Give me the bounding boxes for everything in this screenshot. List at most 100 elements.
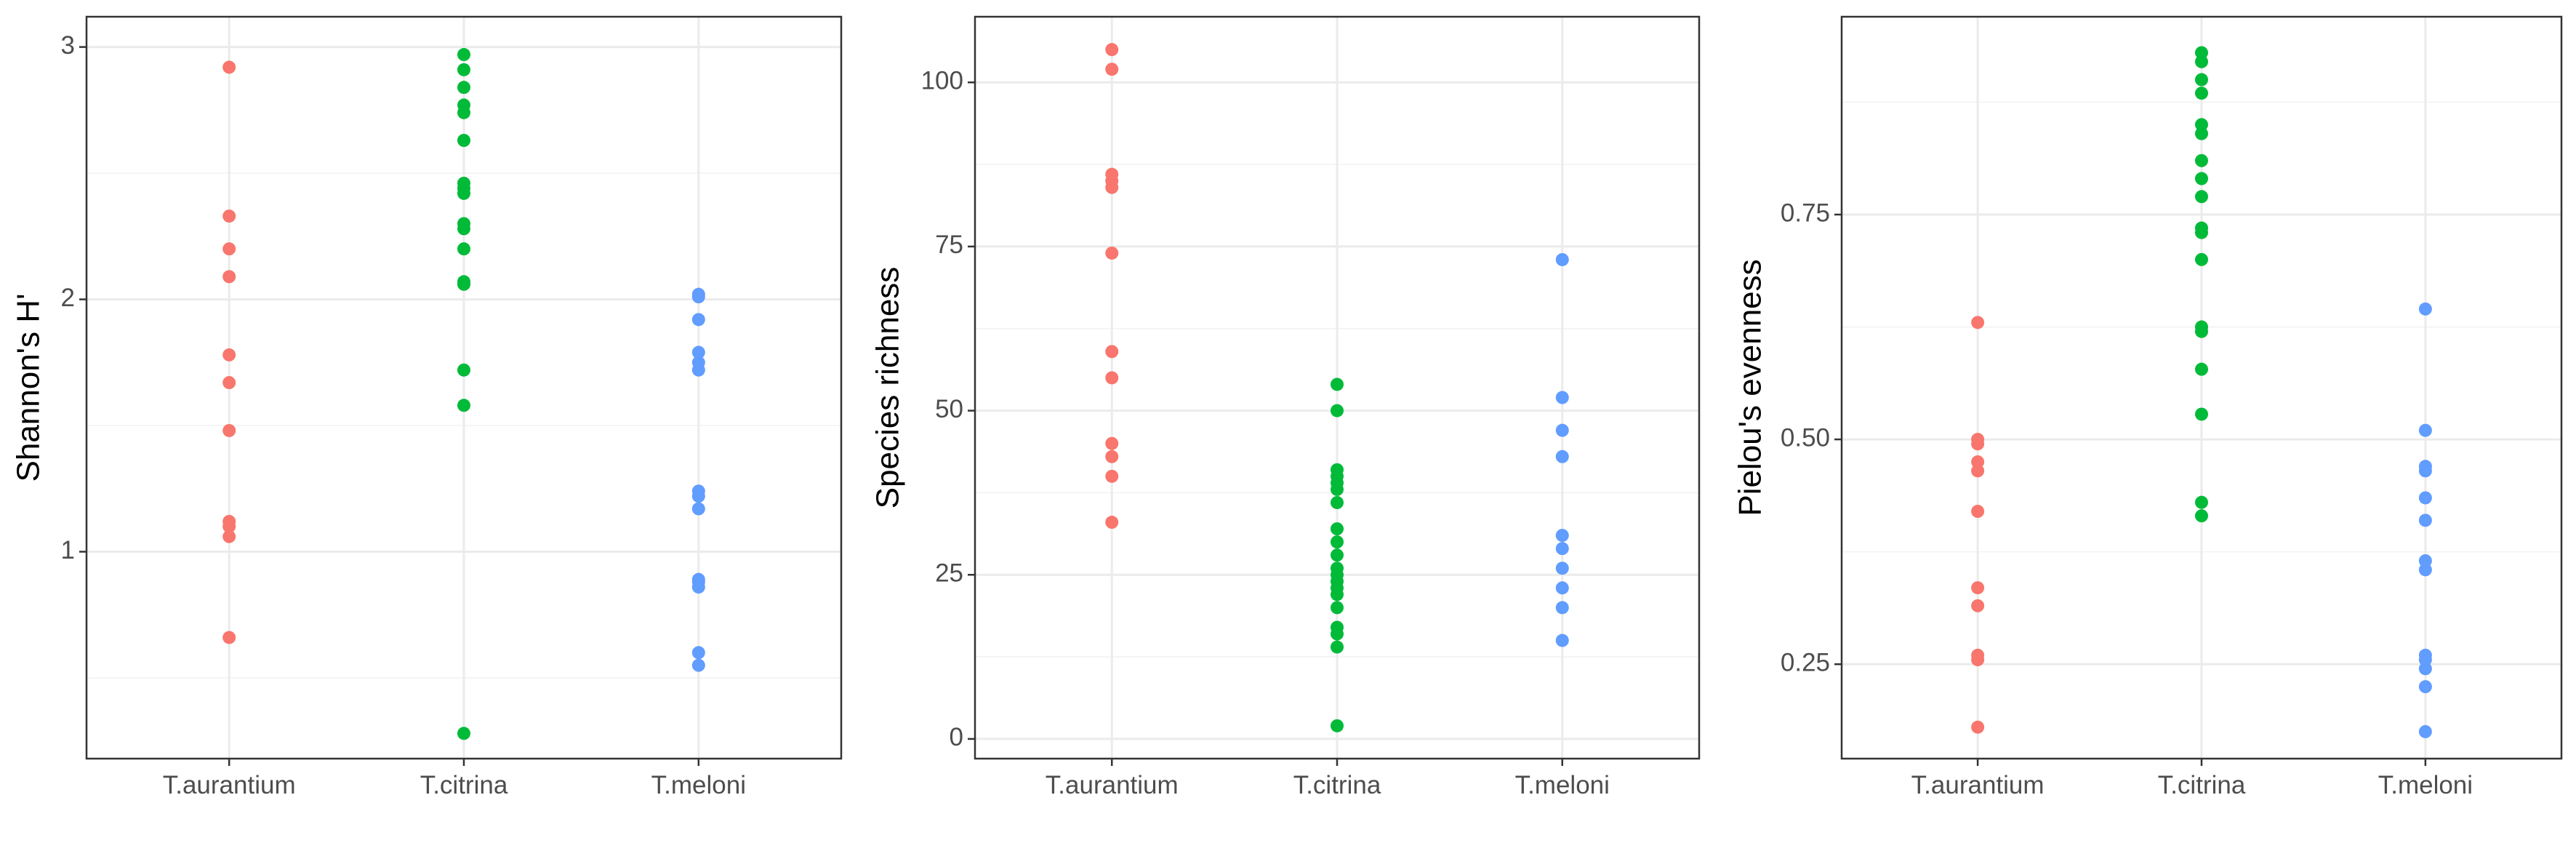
data-point <box>222 519 236 533</box>
data-point <box>1331 719 1344 732</box>
data-point <box>222 423 236 437</box>
data-point <box>1555 450 1569 463</box>
data-point <box>2195 73 2208 87</box>
data-point <box>2418 724 2432 738</box>
data-point <box>1555 423 1569 437</box>
data-point <box>691 313 705 327</box>
data-point <box>2195 190 2208 204</box>
y-tick-label: 0.75 <box>1781 199 1830 227</box>
data-point <box>1971 599 1985 612</box>
data-point <box>1105 246 1119 260</box>
data-point <box>1331 482 1344 496</box>
data-point <box>1555 529 1569 543</box>
data-point <box>222 270 236 284</box>
y-axis-title: Species richness <box>870 267 906 509</box>
data-point <box>1555 391 1569 404</box>
data-point <box>691 646 705 660</box>
data-point <box>1105 371 1119 385</box>
data-point <box>1971 455 1985 468</box>
y-tick-label: 1 <box>61 536 75 564</box>
data-point <box>1971 464 1985 478</box>
data-point <box>691 290 705 304</box>
data-point <box>222 631 236 644</box>
data-point <box>1331 377 1344 391</box>
y-tick-label: 0 <box>950 723 963 751</box>
data-point <box>2195 509 2208 523</box>
data-point <box>457 363 470 377</box>
y-tick-label: 25 <box>935 559 963 588</box>
data-point <box>2195 153 2208 167</box>
data-point <box>2418 680 2432 694</box>
data-point <box>2195 172 2208 185</box>
x-tick-label: T.aurantium <box>1046 771 1179 799</box>
x-tick-label: T.citrina <box>1293 771 1381 799</box>
y-tick-label: 100 <box>921 67 963 95</box>
y-tick-label: 0.50 <box>1781 423 1830 452</box>
data-point <box>1971 581 1985 595</box>
data-point <box>2195 225 2208 239</box>
data-point <box>691 658 705 672</box>
data-point <box>2418 514 2432 527</box>
x-tick-label: T.meloni <box>2378 771 2473 799</box>
panel-2: 0 25 50 75 100 T.aurantium T.citrina T.meloni Sp… <box>870 15 1701 799</box>
y-tick-label: 75 <box>935 231 963 259</box>
data-point <box>2418 302 2432 316</box>
data-point <box>1331 522 1344 536</box>
data-point <box>1971 437 1985 451</box>
data-point <box>2195 55 2208 68</box>
data-point <box>691 345 705 359</box>
data-point <box>691 490 705 503</box>
data-point <box>2418 653 2432 666</box>
data-point <box>1555 252 1569 266</box>
x-tick-label: T.citrina <box>420 771 508 799</box>
x-tick-label: T.meloni <box>1515 771 1610 799</box>
data-point <box>457 727 470 740</box>
data-point <box>1555 634 1569 647</box>
data-point <box>2195 362 2208 376</box>
data-point <box>1105 63 1119 76</box>
data-point <box>1555 581 1569 595</box>
data-point <box>1555 562 1569 575</box>
data-point <box>1331 627 1344 641</box>
data-point <box>2195 407 2208 421</box>
data-point <box>457 242 470 256</box>
data-point <box>457 399 470 412</box>
data-point <box>1105 516 1119 530</box>
y-tick-label: 3 <box>61 31 75 60</box>
data-point <box>222 242 236 256</box>
data-point <box>1105 450 1119 463</box>
data-point <box>457 63 470 76</box>
data-point <box>1105 469 1119 483</box>
data-point <box>2418 662 2432 676</box>
data-point <box>1555 542 1569 556</box>
panel-3: 0.25 0.50 0.75 T.aurantium T.citrina T.meloni… <box>1733 15 2563 799</box>
data-point <box>2418 491 2432 505</box>
data-point <box>457 134 470 147</box>
data-point <box>1105 43 1119 57</box>
data-point <box>457 186 470 200</box>
y-tick-label: 2 <box>61 284 75 312</box>
data-point <box>1105 180 1119 194</box>
data-point <box>1331 495 1344 509</box>
data-point <box>1331 404 1344 417</box>
x-tick-label: T.citrina <box>2158 771 2246 799</box>
data-point <box>2418 554 2432 567</box>
x-tick-label: T.meloni <box>651 771 746 799</box>
data-point <box>222 60 236 74</box>
data-point <box>691 580 705 594</box>
data-point <box>691 363 705 377</box>
data-point <box>1331 588 1344 602</box>
y-tick-label: 0.25 <box>1781 648 1830 676</box>
data-point <box>2195 495 2208 509</box>
data-point <box>222 376 236 390</box>
data-point <box>2418 423 2432 437</box>
data-point <box>1971 720 1985 734</box>
data-point <box>1971 653 1985 666</box>
data-point <box>457 222 470 236</box>
data-point <box>1971 505 1985 518</box>
data-point <box>2195 118 2208 132</box>
data-point <box>1331 601 1344 615</box>
data-point <box>1331 535 1344 549</box>
